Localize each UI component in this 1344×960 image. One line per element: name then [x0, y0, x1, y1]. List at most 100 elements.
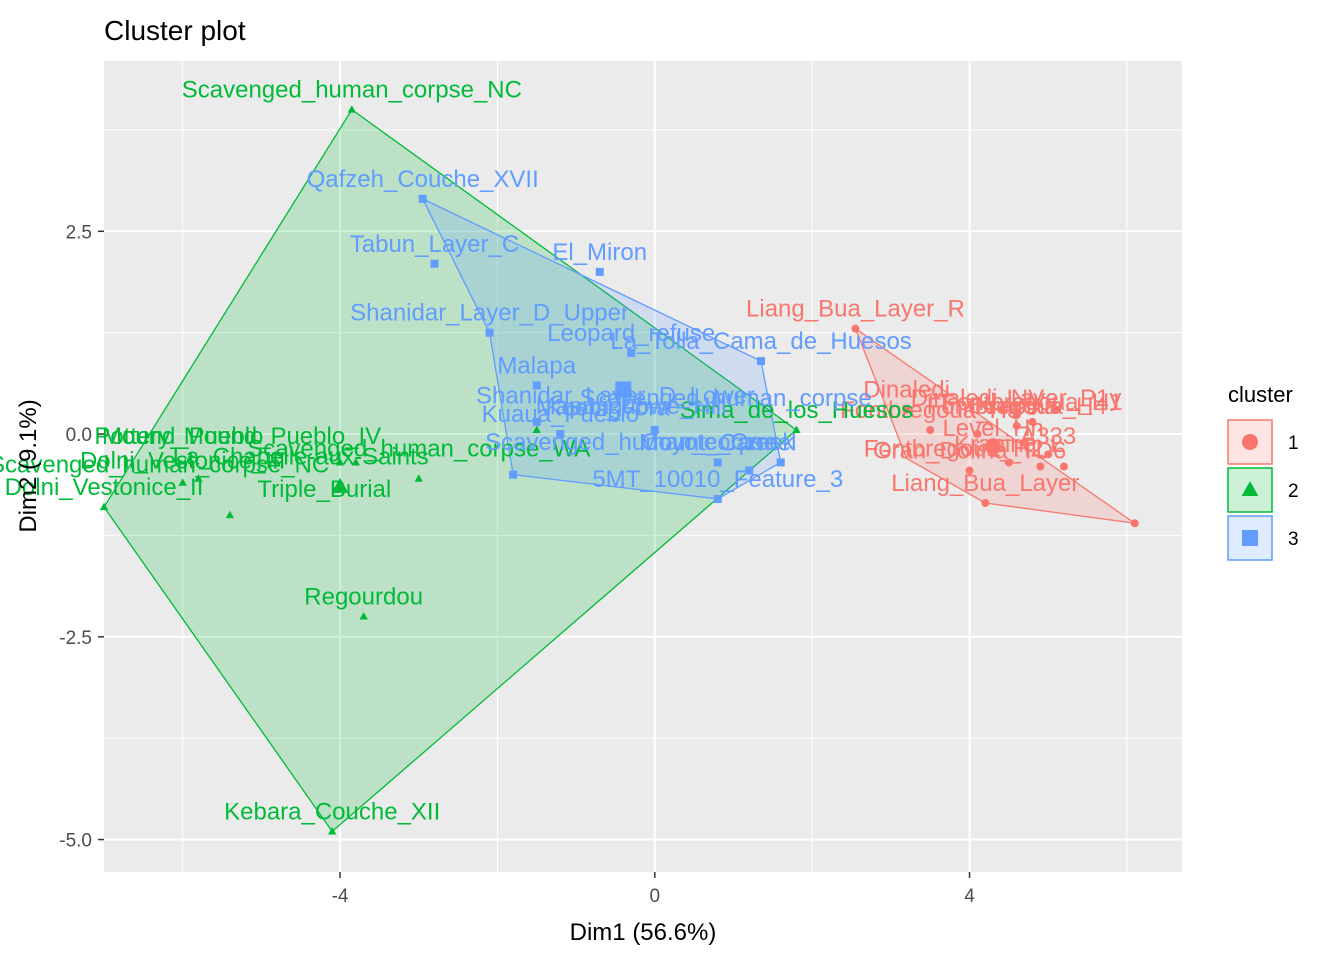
cluster-2-point-label: Pottery_Mound_Pueblo_IV: [94, 423, 381, 450]
cluster-3-point: [757, 357, 766, 366]
cluster-2-point-label: Mound_Pueblo: [102, 423, 263, 450]
cluster-3-point-label: Mount_Carmel: [639, 429, 796, 456]
cluster-3-point-label: Qafzeh_Couche_XVII: [307, 166, 539, 193]
cluster-3-point: [430, 259, 439, 268]
x-axis-label: Dim1 (56.6%): [570, 919, 717, 946]
cluster-1-point-label: Fontbregoua_H2: [864, 435, 1044, 462]
cluster-2-point: [359, 612, 368, 620]
cluster-3-point-label: La_Tolla_Cama_de_Huesos: [610, 328, 912, 355]
cluster-2-point: [178, 478, 187, 486]
legend-key-1-symbol: [1242, 434, 1258, 450]
cluster-1-point-label: Level_Hn: [942, 415, 1043, 442]
cluster-1-point: [1052, 405, 1061, 414]
cluster-1-point-label: Fontbregoua_H3: [840, 397, 1020, 424]
cluster-1-point-label: A333: [1020, 423, 1076, 450]
cluster-3-point-label: Koobi_Fora: [546, 395, 671, 422]
legend-title: cluster: [1228, 382, 1293, 407]
plot-panel: [104, 61, 1182, 872]
cluster-1-point-label: Dinaledi: [863, 377, 950, 404]
cluster-1-point-label: Liang_Bua_Layer: [891, 470, 1079, 497]
axes: -4 0 4 -5.0 -2.5 0.0 2.5: [59, 222, 975, 907]
cluster-3-point-label: Coyote_Creek: [641, 429, 795, 456]
y-tick-label: -5.0: [59, 831, 92, 852]
cluster-2-point: [328, 826, 337, 835]
cluster-1-point: [1028, 417, 1037, 426]
cluster-1-point: [1012, 409, 1021, 418]
cluster-2-point: [225, 510, 235, 519]
cluster-1-point: [1020, 438, 1029, 447]
cluster-1-centroid: [985, 438, 1002, 455]
cluster-3-point-label: Mapungubwe_Hill: [536, 393, 727, 420]
cluster-1-point: [973, 430, 982, 439]
cluster-1-point: [1044, 450, 1053, 459]
cluster-1-point: [1059, 462, 1068, 471]
x-tick-label: 0: [650, 886, 661, 907]
cluster-2-point: [351, 457, 360, 466]
cluster-3-point-label: Scavenged_human_corpse: [580, 385, 872, 412]
x-tick-label: -4: [332, 886, 349, 907]
cluster-3-point: [509, 470, 518, 479]
cluster-2-point-label: Scavenged_human_corpse_WA: [247, 435, 590, 462]
legend-label-3: 3: [1288, 529, 1299, 550]
cluster-2-point-label: Triple_Burial: [257, 476, 391, 503]
cluster-3-point-label: Malapa: [497, 352, 576, 379]
cluster-3-point: [713, 494, 722, 503]
cluster-1-point: [1036, 462, 1045, 471]
cluster-3-point: [418, 194, 427, 203]
legend-keys: 1 2 3: [1227, 419, 1299, 561]
cluster-1-point: [965, 466, 974, 475]
cluster-2-point-label: Scavenged_human_corpse_NC: [0, 452, 329, 479]
legend-label-2: 2: [1288, 481, 1299, 502]
cluster-2-point-label: La_Chapelle-aux-Saints: [173, 443, 429, 470]
cluster-3-point-label: Tabun_Layer_C: [350, 231, 519, 258]
y-tick-label: 0.0: [66, 425, 92, 446]
cluster-1-point: [851, 324, 860, 333]
cluster-1-point: [1012, 421, 1021, 430]
cluster-3-point: [556, 430, 565, 439]
cluster-3-point-label: Shanidar_Layer_D_Upper: [350, 300, 629, 327]
cluster-3-point: [650, 426, 659, 435]
cluster-2-point-label: Kebara_Couche_XII: [224, 798, 440, 825]
cluster-1-point-label: Krapina_L: [954, 431, 1063, 458]
cluster-3-centroid: [615, 381, 632, 398]
y-tick-label: 2.5: [66, 222, 92, 243]
y-axis-label: Dim2 (9.1%): [15, 399, 42, 532]
chart-title: Cluster plot: [104, 15, 246, 46]
cluster-1-point: [981, 498, 990, 507]
cluster-2-point-label: Scavenged_human_corpse_NC: [182, 77, 522, 104]
cluster-2-point: [99, 502, 109, 511]
cluster-2-point-label: Dolni_Vestonice_II: [5, 474, 204, 501]
cluster-3-point: [713, 458, 722, 467]
cluster-1-point-label: Layer_P1y: [1007, 385, 1122, 412]
x-tick-label: 4: [964, 886, 975, 907]
cluster-3-point-label: Leopard_refuse: [547, 320, 715, 347]
cluster-3-point: [776, 458, 785, 467]
cluster-3-point: [532, 381, 541, 390]
cluster-2-point-label: Regourdou: [304, 584, 423, 611]
data-points: [99, 105, 1139, 835]
cluster-1-point-label: Fontbregoua_H1: [942, 389, 1122, 416]
cluster-2-point: [414, 474, 423, 482]
cluster-3-point-label: Scavenged_human_corpse: [485, 429, 777, 456]
cluster-1-point-label: Liang_Bua_Layer_R: [746, 296, 965, 323]
grid-lines: [104, 61, 1182, 872]
cluster-1-point-label: Krapina: [975, 393, 1058, 420]
cluster-1-point: [1130, 519, 1139, 528]
cluster-1-point-label: Gran_Dolina_TD6: [873, 438, 1066, 465]
cluster-hulls: [103, 108, 1136, 833]
cluster-3-point-label: 5MT_10010_Feature_3: [592, 466, 843, 493]
cluster-3-point: [595, 267, 604, 276]
cluster-3-point: [532, 417, 541, 426]
cluster-3-point-label: Shanidar_Layer_D_Lower: [476, 383, 755, 410]
cluster-1-point-label: Fontbregoua_H4: [927, 393, 1107, 420]
legend-label-1: 1: [1288, 433, 1299, 454]
cluster-2-centroid: [331, 477, 349, 493]
cluster-2-point: [335, 457, 345, 466]
cluster-3-point-label: El_Miron: [552, 239, 647, 266]
cluster-1-point: [926, 426, 935, 435]
cluster-1-point-label: Dinaledi_NV: [911, 385, 1044, 412]
cluster-2-point: [194, 474, 203, 482]
cluster-1-point: [902, 405, 911, 414]
